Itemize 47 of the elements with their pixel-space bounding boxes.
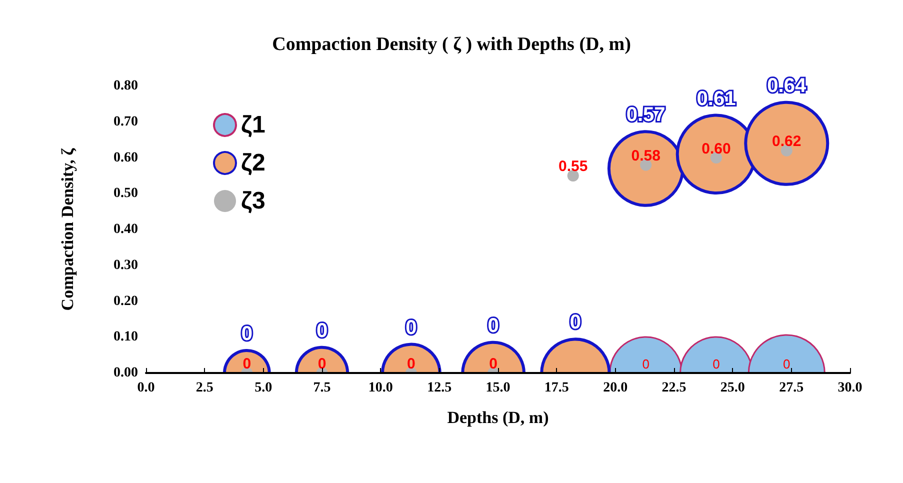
x-tick-label: 25.0 [720,380,745,396]
x-tick-label: 10.0 [368,380,393,396]
x-tick-label: 12.5 [427,380,452,396]
y-tick-label: 0.20 [114,294,138,309]
y-tick-label: 0.50 [114,186,138,202]
data-label: 0 [407,356,416,372]
x-tick-label: 20.0 [603,380,628,396]
x-tick-label: 7.5 [313,380,331,396]
y-tick-label: 0.60 [114,150,138,166]
data-label: 0 [316,320,328,342]
data-label: 0 [406,316,417,339]
x-tick-label: 22.5 [662,380,686,396]
legend-label: ζ2 [241,150,266,176]
x-tick-label: 30.0 [838,380,862,396]
x-tick-label: 17.5 [544,380,569,396]
data-label: 0 [712,356,720,372]
legend-label: ζ1 [241,112,266,138]
x-tick-label: 0.0 [137,380,155,396]
data-label: 0 [241,323,252,346]
y-tick-label: 0.10 [114,330,138,345]
data-label: 0.61 [696,88,736,110]
data-label: 0.58 [631,147,660,164]
data-label: 0.57 [626,104,666,126]
data-label: 0 [489,356,498,372]
data-label: 0 [242,356,252,372]
y-tick-label: 0.30 [114,258,138,273]
x-tick-label: 27.5 [779,380,804,396]
x-tick-label: 5.0 [254,380,272,396]
x-tick-label: 15.0 [486,380,510,396]
y-tick-label: 0.80 [114,78,138,94]
data-label: 0 [783,356,790,372]
y-axis-title: Compaction Density, ζ [58,147,77,311]
data-label: 0 [318,356,326,372]
y-tick-label: 0.40 [114,222,138,237]
chart-title: Compaction Density ( ζ ) with Depths (D, m) [272,34,631,55]
data-label: 0 [642,356,650,372]
x-tick-label: 2.5 [196,380,214,396]
data-label: 0 [570,312,582,334]
y-tick-label: 0.00 [114,366,138,380]
data-label: 0.55 [558,158,588,176]
y-tick-label: 0.70 [114,114,138,130]
data-label: 0 [488,314,499,337]
data-label: 0.62 [772,133,802,150]
data-label: 0.60 [702,140,731,158]
data-label: 0.64 [767,74,807,97]
legend-label: ζ3 [241,188,266,214]
x-axis-title: Depths (D, m) [447,408,549,427]
